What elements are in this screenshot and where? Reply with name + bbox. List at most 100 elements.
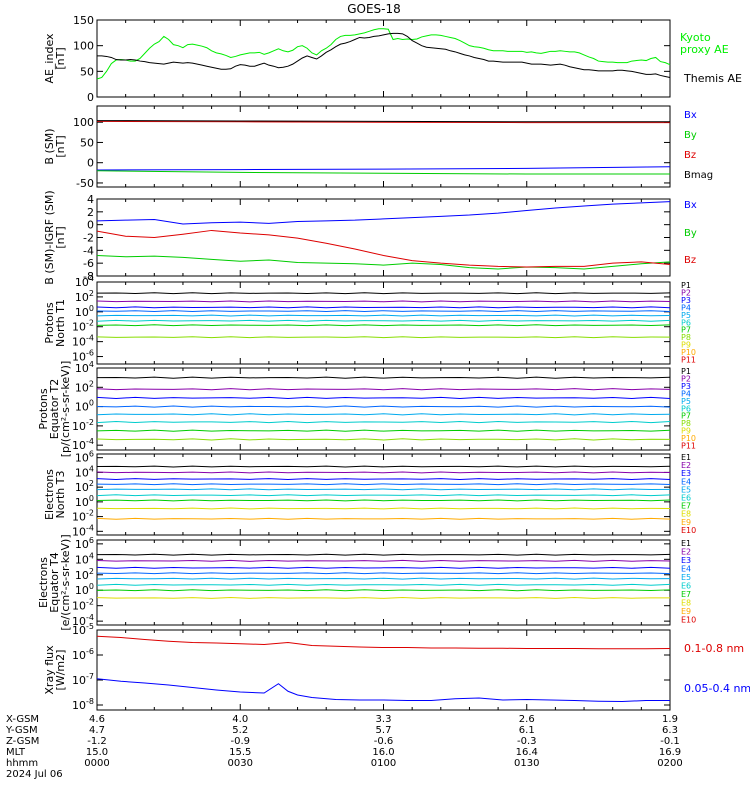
- series-line: [96, 306, 671, 309]
- x-tick-value: 16.9: [659, 747, 681, 758]
- legend-p3: P3: [681, 296, 691, 305]
- series-line: [96, 413, 671, 416]
- x-tick-value: 16.4: [516, 747, 538, 758]
- y-tick-label: 10-2: [72, 319, 94, 334]
- y-axis-label: Equator T2: [48, 379, 61, 439]
- legend-p2: P2: [681, 288, 691, 297]
- x-tick-value: 16.0: [372, 747, 394, 758]
- y-axis-label: Equator T4: [48, 552, 61, 612]
- y-tick-label: 102: [75, 479, 94, 494]
- y-tick-label: -2: [83, 232, 94, 245]
- legend-e2: E2: [681, 548, 691, 557]
- panel-3: 420-2-4-6-8 B (SM)-IGRF (SM)[nT] Bx By Bz: [43, 190, 697, 284]
- series-line: [96, 314, 671, 317]
- x-row-label: 2024 Jul 06: [6, 769, 63, 780]
- series-line: [96, 465, 671, 468]
- y-tick-label: 10-6: [72, 647, 94, 662]
- series-line: [96, 292, 671, 295]
- x-tick-value: 5.7: [376, 725, 392, 736]
- x-tick-value: 0000: [84, 758, 109, 769]
- series-line: [96, 254, 671, 270]
- legend-e7: E7: [681, 502, 691, 511]
- y-tick-label: 10-6: [72, 349, 94, 364]
- legend-p9: P9: [681, 341, 691, 350]
- y-tick-label: 102: [75, 379, 94, 394]
- y-tick-label: 10-8: [72, 697, 94, 712]
- y-tick-label: 104: [75, 551, 94, 566]
- x-tick-value: 0100: [371, 758, 396, 769]
- legend-e6: E6: [681, 582, 691, 591]
- series-line: [96, 201, 671, 225]
- y-tick-label: 104: [75, 360, 94, 375]
- legend-e1: E1: [681, 453, 691, 462]
- y-tick-label: 104: [75, 464, 94, 479]
- legend-bx: Bx: [684, 110, 697, 121]
- legend-bx: Bx: [684, 200, 697, 211]
- y-axis-label: [nT]: [54, 47, 67, 69]
- y-tick-label: 10-2: [72, 509, 94, 524]
- legend-p5: P5: [681, 397, 691, 406]
- legend-e1: E1: [681, 539, 691, 548]
- x-tick-value: 4.6: [89, 714, 105, 725]
- x-tick-value: 1.9: [662, 714, 678, 725]
- series-line: [96, 572, 671, 575]
- series-line: [96, 678, 670, 703]
- x-row-label: X-GSM: [6, 714, 39, 725]
- legend-e2: E2: [681, 461, 691, 470]
- y-tick-label: 106: [75, 450, 94, 465]
- y-tick-label: -6: [83, 257, 94, 270]
- legend-bz: Bz: [684, 150, 696, 161]
- legend-e9: E9: [681, 607, 691, 616]
- series-line: [96, 319, 671, 322]
- y-axis-label: B (SM): [43, 128, 56, 164]
- panel-frame: [96, 281, 671, 365]
- series-line: [96, 499, 671, 502]
- y-axis-label: North T1: [54, 299, 67, 347]
- y-tick-label: 100: [73, 40, 94, 53]
- series-line: [96, 28, 671, 80]
- x-row-label: Y-GSM: [5, 725, 38, 736]
- legend-p1: P1: [681, 281, 691, 290]
- y-axis-label: North T3: [54, 471, 67, 519]
- series-line: [96, 388, 671, 391]
- legend-0.05-0.4nm: 0.05-0.4 nm: [684, 682, 750, 695]
- x-tick-value: 0200: [657, 758, 682, 769]
- series-line: [96, 324, 671, 327]
- y-tick-label: 102: [75, 567, 94, 582]
- series-line: [96, 478, 671, 480]
- y-axis-label: [nT]: [54, 135, 67, 157]
- legend-bz: Bz: [684, 255, 696, 266]
- y-tick-label: 100: [73, 116, 94, 129]
- legend-p8: P8: [681, 333, 691, 342]
- legend-kyoto: Kyoto: [680, 31, 711, 44]
- y-tick-label: 50: [80, 136, 94, 149]
- y-axis-label: Xray flux: [43, 645, 56, 695]
- y-axis-label: [W/m2]: [54, 650, 67, 691]
- series-line: [96, 166, 671, 171]
- y-tick-label: -50: [76, 177, 94, 190]
- legend-e10: E10: [681, 526, 696, 535]
- y-tick-label: 10-5: [72, 622, 94, 637]
- series-line: [96, 635, 671, 650]
- x-row-label: hhmm: [6, 758, 38, 769]
- y-tick-label: 10-4: [72, 437, 94, 452]
- legend-e7: E7: [681, 590, 691, 599]
- legend-p11: P11: [681, 356, 696, 365]
- legend-e9: E9: [681, 518, 691, 527]
- series-line: [96, 170, 670, 175]
- x-row-label: MLT: [6, 747, 26, 758]
- series-line: [96, 405, 671, 408]
- legend-p2: P2: [681, 374, 691, 383]
- plot-title: GOES-18: [347, 2, 401, 16]
- series-line: [96, 494, 671, 497]
- y-tick-label: 102: [75, 289, 94, 304]
- series-line: [96, 120, 670, 124]
- series-line: [96, 553, 671, 556]
- y-axis-label: Electrons: [43, 469, 56, 520]
- panel-frame: [96, 105, 671, 188]
- series-line: [96, 583, 671, 586]
- y-tick-label: 150: [73, 14, 94, 27]
- series-line: [96, 507, 671, 510]
